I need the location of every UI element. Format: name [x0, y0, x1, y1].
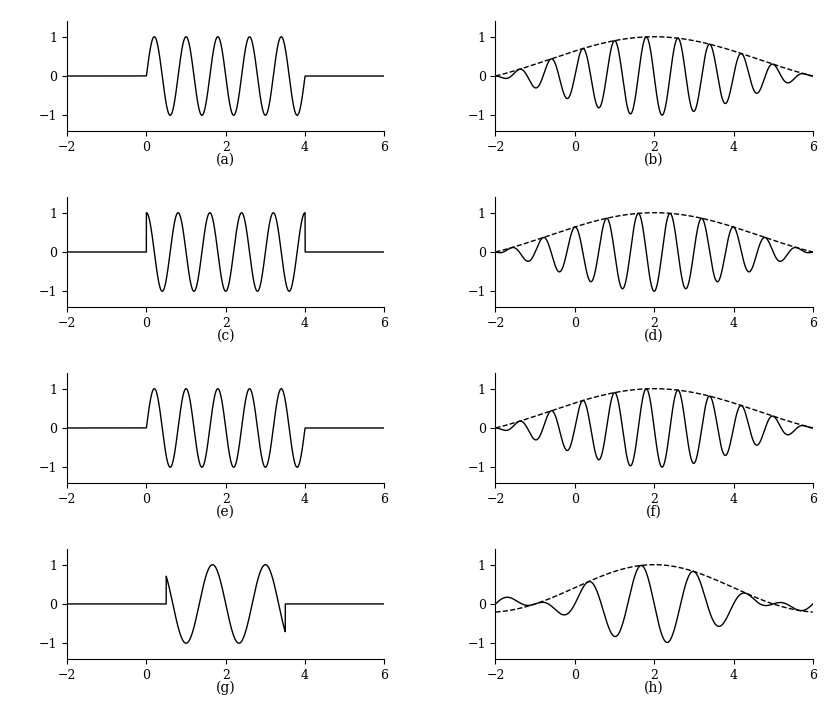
- X-axis label: (c): (c): [216, 329, 235, 343]
- X-axis label: (b): (b): [644, 153, 664, 167]
- X-axis label: (h): (h): [644, 681, 664, 695]
- X-axis label: (g): (g): [216, 681, 235, 695]
- X-axis label: (a): (a): [216, 153, 235, 167]
- X-axis label: (e): (e): [216, 505, 235, 519]
- X-axis label: (d): (d): [644, 329, 664, 343]
- X-axis label: (f): (f): [646, 505, 662, 519]
